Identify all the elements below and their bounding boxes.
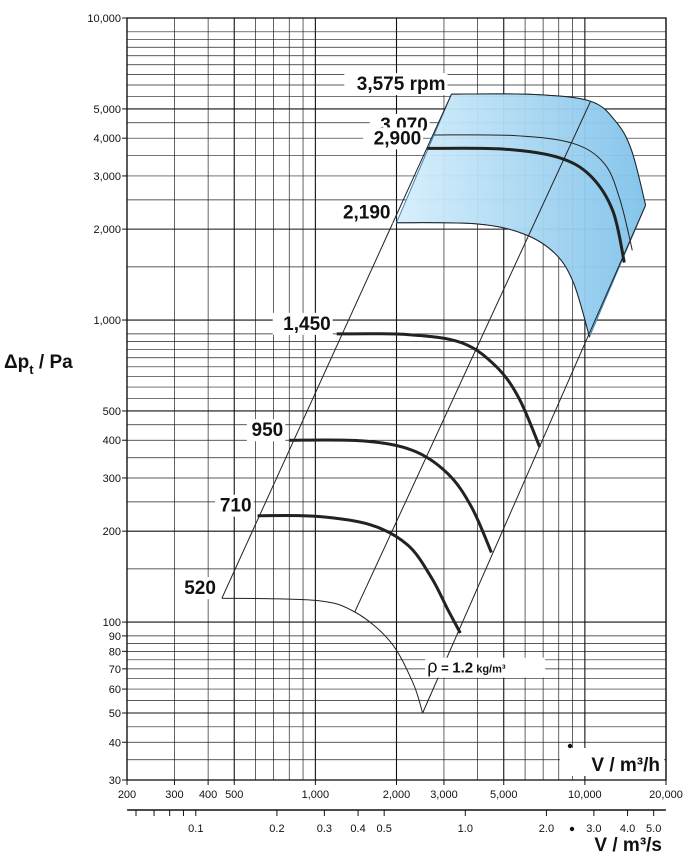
rpm-label-1-450: 1,450 <box>283 314 331 335</box>
x2-axis-title: V / m³/s <box>594 835 662 856</box>
y-tick-label-50: 50 <box>109 708 121 720</box>
curve-520 <box>221 597 424 714</box>
x-tick-label-1-000: 1,000 <box>302 789 330 801</box>
density-note: ρ = 1.2 kg/m³ <box>427 657 506 677</box>
x2-tick-label-0-5: 0.5 <box>377 823 392 835</box>
x2-tick-label-0-2: 0.2 <box>269 823 284 835</box>
axis-titles: Δpt / Pa V / m³/h V / m³/s <box>4 352 664 856</box>
rpm-labels: 3,575 rpm3,0702,9002,1901,450950710520ρ … <box>179 73 546 678</box>
x-tick-label-2-000: 2,000 <box>383 789 411 801</box>
rpm-label-bg-2-900 <box>363 127 424 150</box>
x-tick-label-3-000: 3,000 <box>430 789 458 801</box>
curve-1-450 <box>336 332 542 448</box>
x-tick-label-300: 300 <box>165 789 183 801</box>
density-unit: kg/m³ <box>473 664 506 676</box>
x-tick-label-5-000: 5,000 <box>490 789 518 801</box>
system-line-3 <box>422 204 647 714</box>
rpm-label-520: 520 <box>184 578 216 599</box>
y-tick-label-200: 200 <box>103 526 121 538</box>
rpm-label-bg-520 <box>179 577 218 600</box>
density-value: 1.2 <box>452 660 473 677</box>
y-axis-title-main: Δp <box>4 352 29 373</box>
density-eq: = <box>437 661 452 676</box>
x-tick-label-200: 200 <box>118 789 136 801</box>
y-axis-title-rest: / Pa <box>34 352 74 373</box>
system-lines <box>221 93 647 714</box>
y-tick-label-100: 100 <box>103 617 121 629</box>
rpm-label-bg-950 <box>246 419 286 442</box>
x2-tick-label-0-4: 0.4 <box>350 823 365 835</box>
y-tick-label-2-000: 2,000 <box>93 224 121 236</box>
rpm-label-2-190: 2,190 <box>343 203 391 224</box>
x2-tick-label-0-3: 0.3 <box>317 823 332 835</box>
x-axis-title-bg <box>560 748 664 776</box>
rpm-label-3-575-rpm: 3,575 rpm <box>357 74 446 95</box>
x2-tick-label-5-0: 5.0 <box>646 823 661 835</box>
x-tick-label-400: 400 <box>199 789 217 801</box>
x-tick-label-20-000: 20,000 <box>649 789 683 801</box>
x2-axis-title-dot <box>569 826 575 832</box>
x-axis-title-dot <box>567 743 573 749</box>
rpm-label-950: 950 <box>252 420 284 441</box>
curve-3-575-rpm <box>451 93 647 206</box>
rpm-label-2-900: 2,900 <box>374 128 422 149</box>
curve-3-070 <box>433 134 633 251</box>
y-tick-label-70: 70 <box>109 664 121 676</box>
tick-labels: 30 40 50 60 70 80 90 100 200 300 400 500 1,000 2,000 3… <box>87 13 682 835</box>
curve-2-190 <box>396 222 590 337</box>
system-line-1 <box>221 93 452 599</box>
x2-tick-label-0-1: 0.1 <box>188 823 203 835</box>
y-tick-label-60: 60 <box>109 684 121 696</box>
y-tick-label-90: 90 <box>109 631 121 643</box>
y-tick-label-500: 500 <box>103 406 121 418</box>
operating-region <box>395 93 647 339</box>
x-tick-label-500: 500 <box>225 789 243 801</box>
y-axis-title-sub: t <box>29 362 34 377</box>
y-tick-label-30: 30 <box>109 775 121 787</box>
curve-710 <box>257 513 462 634</box>
curve-950 <box>289 438 493 554</box>
x2-tick-label-1-0: 1.0 <box>458 823 473 835</box>
y-tick-label-5-000: 5,000 <box>93 104 121 116</box>
curve-2-900 <box>427 146 626 263</box>
rpm-label-bg-3-575-rpm <box>344 73 448 96</box>
y-tick-label-1-000: 1,000 <box>93 315 121 327</box>
y-tick-label-3-000: 3,000 <box>93 171 121 183</box>
density-symbol: ρ <box>427 657 437 677</box>
y-tick-label-300: 300 <box>103 473 121 485</box>
y-axis-title: Δpt / Pa <box>4 352 73 377</box>
fan-curves <box>221 93 647 714</box>
y-tick-label-400: 400 <box>103 435 121 447</box>
rpm-label-bg-710 <box>215 494 254 517</box>
y-tick-label-40: 40 <box>109 737 121 749</box>
density-note-bg <box>425 657 546 678</box>
x-axis-title: V / m³/h <box>591 755 660 776</box>
y-tick-label-80: 80 <box>109 646 121 658</box>
rpm-label-bg-1-450 <box>272 312 333 335</box>
y-tick-label-10-000: 10,000 <box>87 13 121 25</box>
x-tick-label-10-000: 10,000 <box>568 789 602 801</box>
rpm-label-710: 710 <box>220 496 252 517</box>
y-tick-label-4-000: 4,000 <box>93 133 121 145</box>
x2-tick-label-4-0: 4.0 <box>620 823 635 835</box>
shaded-region <box>395 93 647 339</box>
system-line-2 <box>354 101 592 613</box>
x2-tick-label-2-0: 2.0 <box>539 823 554 835</box>
rpm-label-bg-2-190 <box>332 201 393 224</box>
x2-tick-label-3-0: 3.0 <box>586 823 601 835</box>
